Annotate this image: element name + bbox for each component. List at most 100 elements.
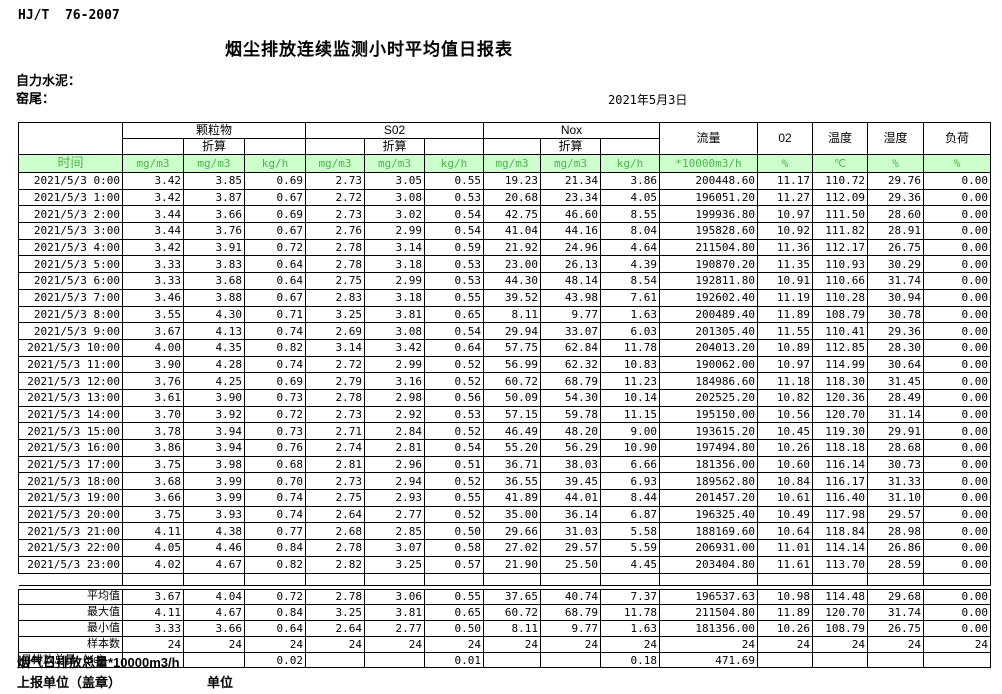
value-cell: 29.36	[867, 322, 924, 340]
value-cell: 4.13	[183, 322, 245, 340]
value-cell: 50.09	[483, 388, 541, 407]
summary-value-cell: 196537.63	[659, 588, 758, 606]
value-cell: 2.85	[364, 522, 425, 541]
header-row-groups: 颗粒物 S02 Nox 流量 02 温度 湿度 负荷	[18, 122, 991, 155]
time-cell: 2021/5/3 15:00	[18, 422, 123, 440]
value-cell: 0.00	[923, 455, 991, 474]
value-cell: 0.52	[424, 422, 484, 440]
value-cell: 0.00	[923, 422, 991, 440]
value-cell: 11.61	[757, 555, 813, 574]
value-cell: 184986.60	[659, 372, 758, 390]
value-cell: 3.02	[364, 205, 425, 224]
value-cell: 112.17	[812, 238, 868, 257]
value-cell: 11.35	[757, 255, 813, 274]
summary-value-cell: 10.26	[757, 620, 813, 637]
value-cell: 0.52	[424, 472, 484, 491]
value-cell: 39.52	[483, 288, 541, 307]
value-cell: 192811.80	[659, 272, 758, 290]
value-cell: 2.73	[305, 472, 365, 491]
standard-code: HJ/T 76-2007	[18, 8, 120, 23]
value-cell: 10.61	[757, 489, 813, 507]
table-row: 2021/5/3 10:00 4.00 4.35 0.82 3.14 3.42 0.64 57…	[18, 338, 991, 357]
value-cell: 43.98	[540, 288, 601, 307]
value-cell: 3.18	[364, 288, 425, 307]
value-cell: 2.68	[305, 522, 365, 541]
summary-value-cell: 0.02	[244, 651, 306, 669]
unit-cell: kg/h	[424, 154, 484, 173]
value-cell: 206931.00	[659, 539, 758, 557]
value-cell: 0.67	[244, 288, 306, 307]
table-row: 2021/5/3 13:00 3.61 3.90 0.73 2.78 2.98 0.56 50…	[18, 388, 991, 407]
value-cell: 2.78	[305, 539, 365, 557]
value-cell: 0.00	[923, 272, 991, 290]
summary-value-cell: 181356.00	[659, 620, 758, 637]
unit-cell: *10000m3/h	[659, 154, 758, 173]
value-cell: 31.45	[867, 372, 924, 390]
flue-gas-total-note: 烟气日排放总量*10000m3/h	[17, 655, 180, 670]
value-cell: 11.18	[757, 372, 813, 390]
value-cell: 3.33	[122, 272, 184, 290]
value-cell: 118.84	[812, 522, 868, 541]
table-row: 2021/5/3 5:00 3.33 3.83 0.64 2.78 3.18 0.53 23.…	[18, 255, 991, 274]
value-cell: 10.64	[757, 522, 813, 541]
value-cell: 31.74	[867, 272, 924, 290]
value-cell: 11.27	[757, 188, 813, 207]
summary-value-cell: 10.98	[757, 588, 813, 606]
value-cell: 2.78	[305, 388, 365, 407]
value-cell: 26.13	[540, 255, 601, 274]
summary-value-cell: 24	[244, 635, 306, 653]
value-cell: 10.97	[757, 205, 813, 224]
value-cell: 9.00	[600, 422, 660, 440]
summary-value-cell	[305, 651, 365, 669]
value-cell: 2.73	[305, 172, 365, 190]
summary-value-cell: 3.25	[305, 604, 365, 622]
value-cell: 10.56	[757, 405, 813, 424]
value-cell: 0.52	[424, 505, 484, 524]
time-cell: 2021/5/3 13:00	[18, 388, 123, 407]
table-row: 2021/5/3 12:00 3.76 4.25 0.69 2.79 3.16 0.52 60…	[18, 372, 991, 390]
value-cell: 28.59	[867, 555, 924, 574]
time-cell: 2021/5/3 19:00	[18, 489, 123, 507]
value-cell: 7.61	[600, 288, 660, 307]
summary-value-cell: 26.75	[867, 620, 924, 637]
summary-label: 平均值	[18, 588, 123, 606]
col-flow: 流量	[659, 122, 758, 155]
unit-cell: %	[923, 154, 991, 173]
value-cell: 0.00	[923, 388, 991, 407]
summary-value-cell: 24	[600, 635, 660, 653]
value-cell: 0.71	[244, 305, 306, 324]
value-cell: 39.45	[540, 472, 601, 491]
value-cell: 0.00	[923, 555, 991, 574]
value-cell: 6.93	[600, 472, 660, 491]
value-cell: 68.79	[540, 372, 601, 390]
value-cell: 10.83	[600, 355, 660, 374]
summary-value-cell: 0.84	[244, 604, 306, 622]
value-cell: 11.17	[757, 172, 813, 190]
time-cell: 2021/5/3 14:00	[18, 405, 123, 424]
value-cell: 57.75	[483, 338, 541, 357]
summary-value-cell: 60.72	[483, 604, 541, 622]
value-cell: 0.73	[244, 422, 306, 440]
unit-cell: mg/m3	[364, 154, 425, 173]
value-cell: 29.91	[867, 422, 924, 440]
value-cell: 0.72	[244, 238, 306, 257]
value-cell: 2.64	[305, 505, 365, 524]
value-cell: 3.86	[122, 439, 184, 457]
value-cell: 3.68	[122, 472, 184, 491]
value-cell: 29.94	[483, 322, 541, 340]
value-cell: 59.78	[540, 405, 601, 424]
value-cell: 110.72	[812, 172, 868, 190]
value-cell: 0.00	[923, 439, 991, 457]
summary-value-cell: 1.63	[600, 620, 660, 637]
summary-label: 样本数	[18, 635, 123, 653]
value-cell: 0.59	[424, 238, 484, 257]
value-cell: 0.00	[923, 172, 991, 190]
value-cell: 0.51	[424, 455, 484, 474]
value-cell: 0.82	[244, 338, 306, 357]
value-cell: 0.00	[923, 255, 991, 274]
value-cell: 8.04	[600, 222, 660, 240]
unit-cell: %	[867, 154, 924, 173]
value-cell: 2.94	[364, 472, 425, 491]
summary-value-cell: 24	[364, 635, 425, 653]
value-cell: 27.02	[483, 539, 541, 557]
